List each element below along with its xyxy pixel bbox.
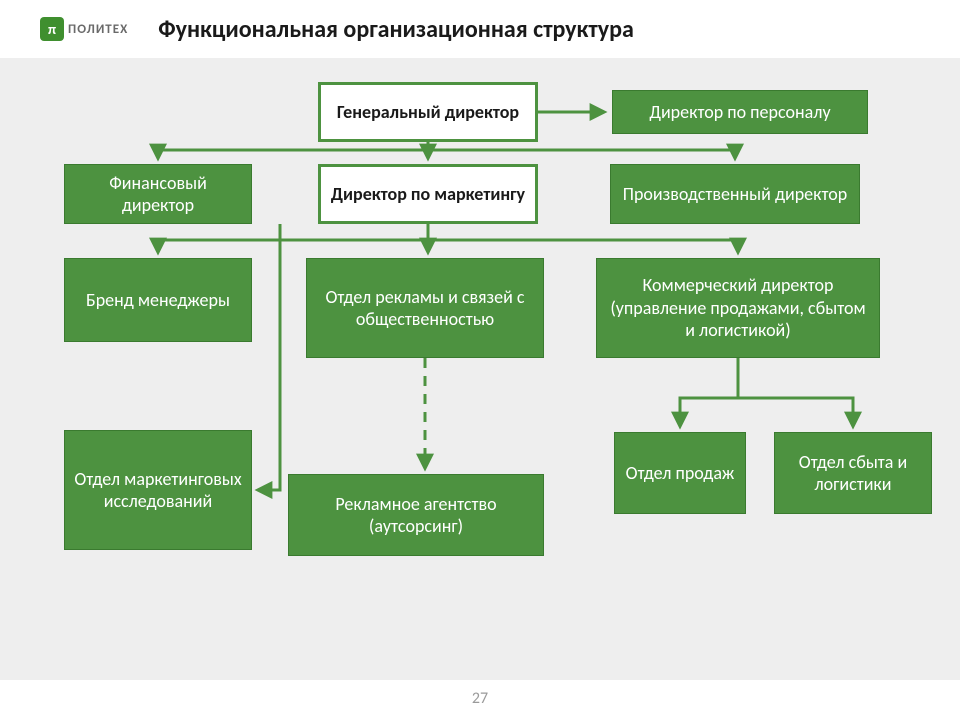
node-logist: Отдел сбыта и логистики bbox=[774, 432, 932, 514]
node-pr: Отдел рекламы и связей с общественностью bbox=[306, 258, 544, 358]
edge-gen-fin bbox=[158, 150, 428, 158]
node-hr: Директор по персоналу bbox=[612, 90, 868, 134]
node-brand: Бренд менеджеры bbox=[64, 258, 252, 342]
edge-mkt-comm bbox=[428, 240, 738, 252]
node-gen: Генеральный директор bbox=[318, 82, 538, 142]
node-fin: Финансовый директор bbox=[64, 164, 252, 224]
edge-mkt-research bbox=[258, 224, 280, 490]
edge-gen-prod bbox=[428, 150, 735, 158]
org-chart-canvas: Генеральный директор Директор по персонал… bbox=[0, 0, 960, 720]
edge-mkt-brand bbox=[158, 240, 428, 252]
node-comm: Коммерческий директор (управление продаж… bbox=[596, 258, 880, 358]
page-number: 27 bbox=[0, 689, 960, 708]
node-mkt: Директор по маркетингу bbox=[318, 164, 538, 224]
node-research: Отдел маркетинговых исследований bbox=[64, 430, 252, 550]
node-agency: Рекламное агентство (аутсорсинг) bbox=[288, 474, 544, 556]
node-sales: Отдел продаж bbox=[614, 432, 746, 514]
edge-comm-sales bbox=[680, 358, 738, 426]
edge-comm-logist bbox=[738, 358, 853, 426]
node-prod: Производственный директор bbox=[610, 164, 860, 224]
